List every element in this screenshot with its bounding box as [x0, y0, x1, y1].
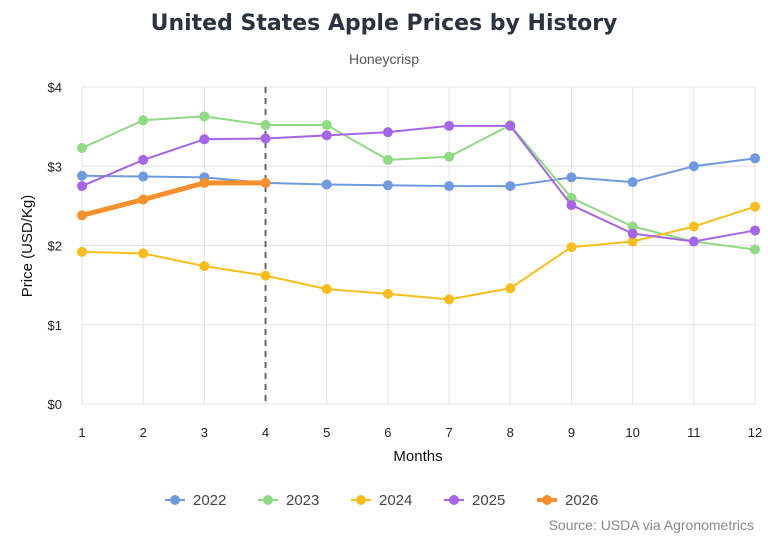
series-2024: [77, 201, 760, 305]
data-point[interactable]: [382, 154, 393, 165]
series-2026: [77, 177, 271, 221]
x-axis-ticks: 1 2 3 4 5 6 7 8 9 10 11 12: [78, 425, 762, 440]
data-point[interactable]: [77, 170, 87, 181]
x-tick-label: 5: [323, 425, 330, 440]
y-tick-label: $4: [48, 80, 62, 95]
data-point[interactable]: [77, 210, 87, 221]
data-point[interactable]: [444, 181, 455, 192]
data-point[interactable]: [750, 225, 760, 236]
series-group: [77, 111, 760, 305]
series-2023: [77, 111, 760, 255]
legend-item-2022[interactable]: 2022: [165, 492, 226, 509]
data-point[interactable]: [627, 221, 638, 232]
legend-item-2025[interactable]: 2025: [444, 492, 505, 509]
legend-swatch-marker: [170, 495, 180, 505]
data-point[interactable]: [444, 151, 455, 162]
legend-item-2024[interactable]: 2024: [351, 492, 412, 509]
data-point[interactable]: [199, 111, 210, 122]
legend: 2022 2023 2024 2025 2026: [165, 492, 598, 509]
legend-item-2023[interactable]: 2023: [258, 492, 319, 509]
source-note: Source: USDA via Agronometrics: [549, 517, 754, 533]
legend-label: 2024: [379, 492, 412, 509]
x-tick-label: 12: [748, 425, 762, 440]
series-line: [81, 115, 756, 251]
data-point[interactable]: [750, 153, 760, 164]
data-point[interactable]: [260, 177, 271, 188]
series-line: [81, 157, 756, 188]
data-point[interactable]: [750, 201, 760, 212]
data-point[interactable]: [688, 236, 699, 247]
x-tick-label: 8: [507, 425, 514, 440]
data-point[interactable]: [382, 180, 393, 191]
data-point[interactable]: [321, 284, 332, 295]
data-point[interactable]: [138, 115, 149, 126]
legend-label: 2023: [286, 492, 319, 509]
data-point[interactable]: [138, 248, 149, 259]
y-axis-label: Price (USD/Kg): [19, 195, 36, 298]
data-point[interactable]: [199, 177, 210, 188]
y-tick-label: $0: [48, 397, 62, 412]
data-point[interactable]: [382, 288, 393, 299]
x-tick-label: 10: [625, 425, 639, 440]
series-2025: [77, 120, 760, 247]
data-point[interactable]: [138, 171, 149, 182]
grid: [81, 86, 756, 405]
data-point[interactable]: [505, 181, 516, 192]
data-point[interactable]: [688, 161, 699, 172]
legend-item-2026[interactable]: 2026: [537, 492, 598, 509]
data-point[interactable]: [627, 177, 638, 188]
legend-swatch-marker: [449, 495, 459, 505]
data-point[interactable]: [505, 120, 516, 131]
x-tick-label: 3: [201, 425, 208, 440]
data-point[interactable]: [138, 154, 149, 165]
legend-label: 2025: [472, 492, 505, 509]
data-point[interactable]: [77, 181, 87, 192]
data-point[interactable]: [77, 143, 87, 154]
data-point[interactable]: [688, 221, 699, 232]
series-line: [81, 124, 756, 243]
y-axis-ticks: $0 $1 $2 $3 $4: [48, 80, 62, 412]
series-line: [81, 205, 756, 301]
x-tick-label: 6: [384, 425, 391, 440]
data-point[interactable]: [750, 244, 760, 255]
x-tick-label: 9: [568, 425, 575, 440]
x-tick-label: 2: [140, 425, 147, 440]
data-point[interactable]: [444, 294, 455, 305]
y-tick-label: $2: [48, 239, 62, 254]
data-point[interactable]: [382, 127, 393, 138]
legend-label: 2022: [193, 492, 226, 509]
x-axis-label: Months: [393, 448, 442, 465]
legend-swatch-marker: [263, 495, 273, 505]
chart-title: United States Apple Prices by History: [151, 11, 618, 36]
legend-label: 2026: [565, 492, 598, 509]
data-point[interactable]: [138, 194, 149, 205]
data-point[interactable]: [566, 172, 577, 183]
data-point[interactable]: [566, 200, 577, 211]
series-line: [79, 180, 269, 218]
y-tick-label: $1: [48, 318, 62, 333]
x-tick-label: 11: [687, 425, 701, 440]
data-point[interactable]: [566, 242, 577, 253]
legend-swatch-marker: [542, 495, 552, 505]
y-tick-label: $3: [48, 159, 62, 174]
x-tick-label: 1: [78, 425, 85, 440]
x-tick-label: 7: [445, 425, 452, 440]
data-point[interactable]: [77, 246, 87, 257]
data-point[interactable]: [321, 130, 332, 141]
data-point[interactable]: [260, 270, 271, 281]
data-point[interactable]: [321, 179, 332, 190]
data-point[interactable]: [627, 236, 638, 247]
x-tick-label: 4: [262, 425, 269, 440]
data-point[interactable]: [444, 120, 455, 131]
data-point[interactable]: [260, 120, 271, 131]
data-point[interactable]: [199, 134, 210, 145]
data-point[interactable]: [321, 120, 332, 131]
legend-swatch-marker: [356, 495, 366, 505]
data-point[interactable]: [505, 283, 516, 294]
data-point[interactable]: [199, 261, 210, 272]
data-point[interactable]: [260, 133, 271, 144]
data-point[interactable]: [627, 228, 638, 239]
chart-subtitle: Honeycrisp: [349, 51, 419, 67]
